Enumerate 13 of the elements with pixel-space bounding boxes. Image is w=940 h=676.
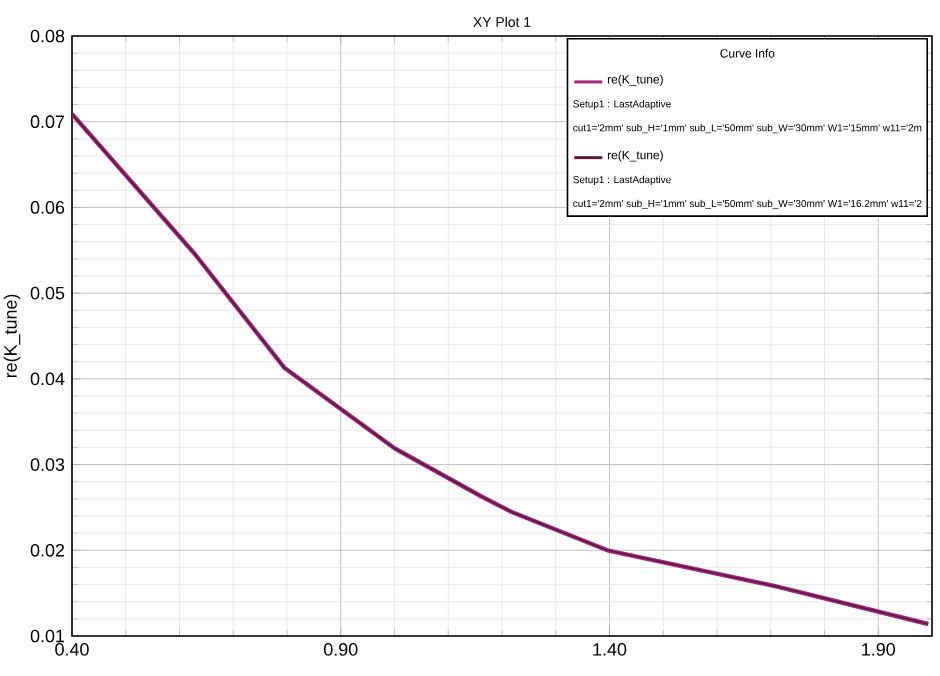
y-axis-title: re(K_tune) [3,294,21,378]
y-tick-label: 0.04 [30,372,65,386]
y-tick-label: 0.07 [30,115,65,129]
y-tick-label: 0.02 [30,543,65,557]
y-tick-label: 0.06 [30,201,65,214]
y-tick-label: 0.08 [30,29,65,43]
x-tick-label: 1.40 [593,643,627,656]
y-tick-label: 0.01 [30,629,65,643]
y-tick-label: 0.03 [30,458,65,471]
x-tick-label: 0.40 [55,643,89,656]
x-tick-label: 1.90 [862,643,896,656]
y-tick-label: 0.05 [30,286,65,300]
x-tick-label: 0.90 [323,643,358,656]
